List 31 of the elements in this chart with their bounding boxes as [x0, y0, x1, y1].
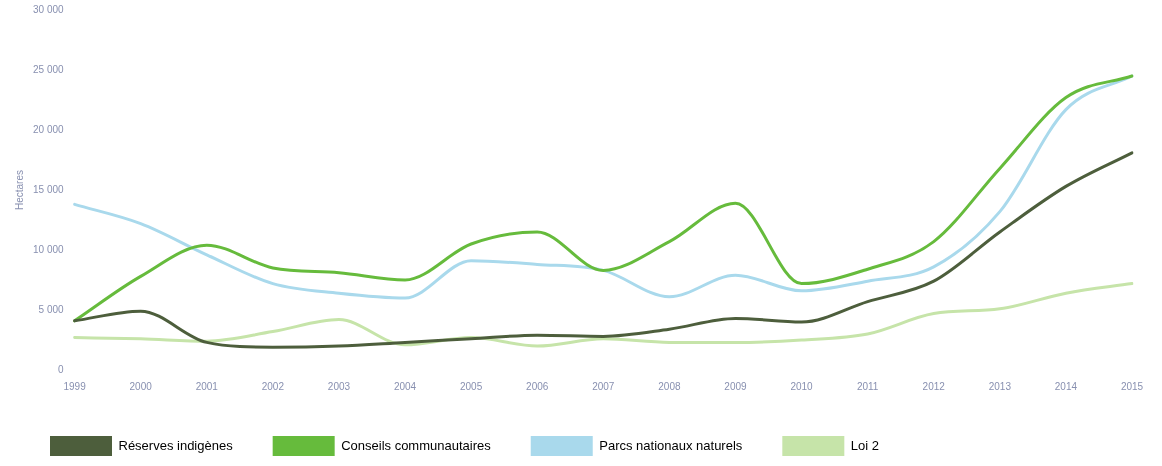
x-tick-label: 2002 — [261, 380, 285, 392]
x-tick-label: 2012 — [922, 380, 946, 392]
x-tick-label: 2000 — [129, 380, 153, 392]
x-tick-label: 2011 — [856, 380, 879, 392]
x-tick-label: 2013 — [988, 380, 1012, 392]
x-tick-label: 2003 — [327, 380, 351, 392]
x-tick-label: 2009 — [724, 380, 748, 392]
line-series — [73, 151, 1134, 349]
y-tick-label: 25 000 — [32, 63, 65, 75]
x-tick-label: 2005 — [459, 380, 483, 392]
legend-label: Loi 2 — [850, 437, 880, 453]
y-axis-title: Hectares — [13, 169, 25, 211]
x-tick-label: 2014 — [1054, 380, 1078, 392]
y-tick-label: 30 000 — [32, 3, 65, 15]
x-tick-label: 1999 — [63, 380, 87, 392]
x-tick-label: 2004 — [393, 380, 417, 392]
y-tick-label: 5 000 — [38, 303, 65, 315]
x-tick-label: 2006 — [526, 380, 549, 392]
x-tick-label: 2015 — [1120, 380, 1144, 392]
legend-label: Parcs nationaux naturels — [599, 437, 743, 453]
x-tick-label: 2008 — [658, 380, 681, 392]
x-tick-label: 2010 — [790, 380, 814, 392]
y-tick-label: 15 000 — [32, 183, 65, 195]
legend-label: Conseils communautaires — [341, 437, 492, 453]
line-series — [73, 282, 1134, 348]
y-tick-label: 10 000 — [32, 243, 65, 255]
x-tick-label: 2007 — [592, 380, 615, 392]
legend-label: Réserves indigènes — [118, 437, 234, 453]
x-tick-label: 2001 — [195, 380, 219, 392]
y-tick-label: 20 000 — [32, 123, 65, 135]
y-tick-label: 0 — [58, 363, 65, 375]
